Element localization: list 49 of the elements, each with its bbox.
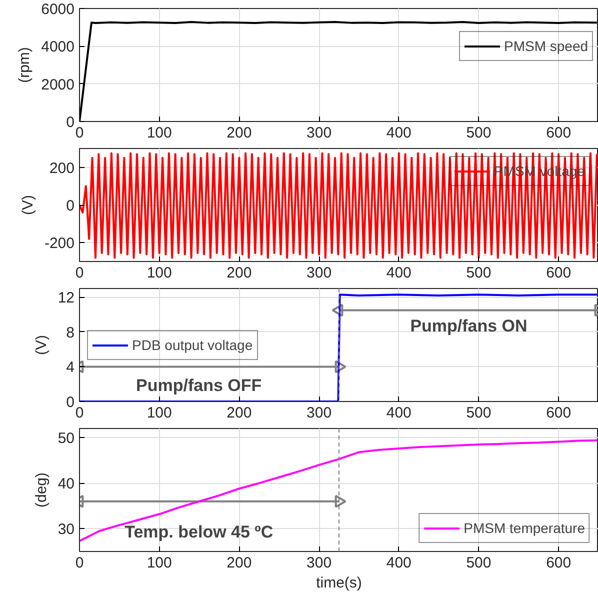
y-tick-label: 0 [66,114,74,131]
y-tick-label: 0 [66,198,74,214]
y-tick-label: 12 [58,290,75,307]
y-tick-label: 6000 [41,1,75,18]
x-tick-label: 600 [546,264,572,282]
x-tick-label: 200 [226,124,252,142]
x-tick-label: 100 [146,404,172,422]
x-tick-label: 300 [306,124,332,142]
annotation: Temp. below 45 ºC [124,522,274,542]
x-tick-label: 600 [546,554,572,572]
x-tick-label: 500 [466,264,492,282]
y-axis-title: (V) [32,335,50,355]
y-axis-title: (rpm) [16,47,34,83]
legend-label: PMSM temperature [464,520,585,536]
y-tick-label: 4 [66,359,74,376]
y-tick-label: 200 [49,160,75,177]
x-tick-label: 400 [386,554,412,572]
annotation: Pump/fans OFF [136,376,262,396]
legend-label: PMSM speed [504,38,588,54]
annotation: Pump/fans ON [410,316,528,336]
x-tick-label: 200 [226,264,252,282]
x-tick-label: 500 [466,554,492,572]
x-tick-label: 200 [226,554,252,572]
y-tick-label: 40 [58,476,75,493]
x-tick-label: 300 [306,264,332,282]
y-tick-label: 4000 [41,38,75,56]
x-tick-label: 500 [466,124,492,142]
y-tick-label: 2000 [41,76,75,94]
y-tick-label: 0 [66,394,74,411]
y-axis-title: (V) [19,195,36,215]
x-tick-label: 200 [226,404,252,422]
x-tick-label: 400 [386,404,412,422]
x-tick-label: 100 [146,124,172,142]
y-tick-label: -200 [44,235,75,252]
legend-label: PDB output voltage [132,336,253,352]
x-tick-label: 300 [306,554,332,572]
x-tick-label: 300 [306,404,332,422]
x-tick-label: 600 [546,404,572,422]
x-tick-label: 600 [546,124,572,142]
y-tick-label: 50 [58,430,75,448]
x-tick-label: 400 [386,264,412,282]
y-axis-title: (deg) [32,472,50,508]
x-axis-title: time(s) [316,574,362,592]
y-tick-label: 30 [58,521,75,538]
x-tick-label: 400 [386,124,412,142]
x-tick-label: 500 [466,404,492,422]
x-tick-label: 100 [146,554,172,572]
y-tick-label: 8 [66,324,74,342]
x-tick-label: 100 [146,264,172,282]
